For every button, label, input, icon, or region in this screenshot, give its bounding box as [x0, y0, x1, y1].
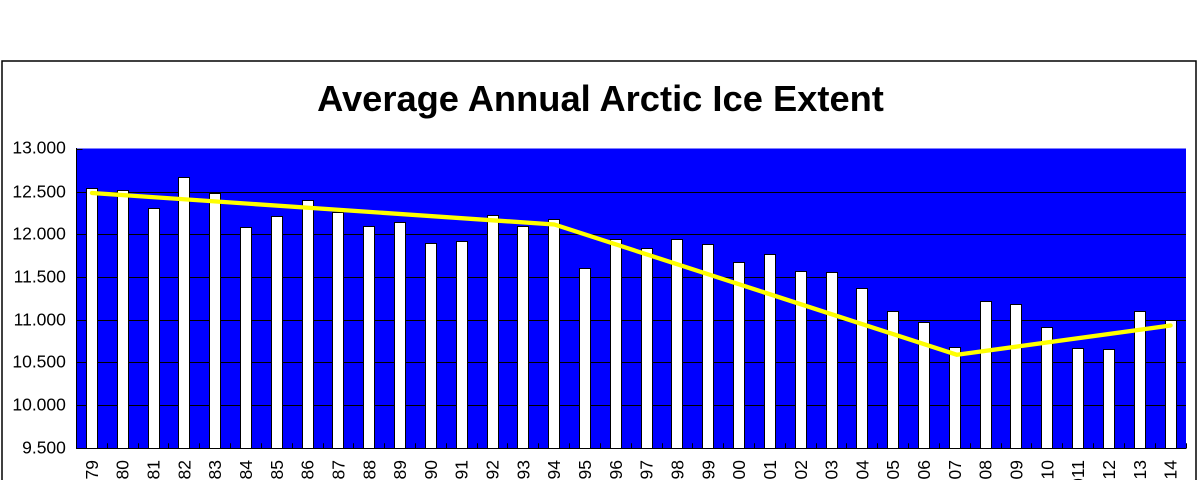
svg-text:Average Annual Arctic Ice Exte: Average Annual Arctic Ice Extent: [317, 78, 884, 119]
svg-text:2006: 2006: [914, 460, 934, 480]
svg-text:2005: 2005: [883, 460, 903, 480]
svg-text:1991: 1991: [452, 460, 472, 480]
svg-text:1994: 1994: [544, 460, 564, 480]
svg-text:1987: 1987: [328, 460, 348, 480]
svg-text:2004: 2004: [852, 460, 872, 480]
svg-text:2009: 2009: [1006, 460, 1026, 480]
svg-text:11.000: 11.000: [14, 310, 66, 330]
svg-text:1990: 1990: [421, 460, 441, 480]
svg-text:2013: 2013: [1130, 460, 1150, 480]
svg-text:1992: 1992: [483, 460, 503, 480]
svg-text:2011: 2011: [1068, 460, 1088, 480]
svg-text:1989: 1989: [390, 460, 410, 480]
svg-text:1996: 1996: [606, 460, 626, 480]
svg-text:2003: 2003: [822, 460, 842, 480]
svg-text:2010: 2010: [1037, 460, 1057, 480]
svg-text:1999: 1999: [698, 460, 718, 480]
svg-text:2014: 2014: [1161, 460, 1181, 480]
svg-text:1982: 1982: [174, 460, 194, 480]
svg-text:1983: 1983: [205, 460, 225, 480]
svg-text:2012: 2012: [1099, 460, 1119, 480]
svg-text:9.500: 9.500: [22, 438, 66, 458]
svg-text:1981: 1981: [144, 460, 164, 480]
svg-text:1995: 1995: [575, 460, 595, 480]
svg-text:1988: 1988: [359, 460, 379, 480]
svg-text:2001: 2001: [760, 460, 780, 480]
svg-text:10.000: 10.000: [12, 395, 66, 415]
svg-text:12.000: 12.000: [12, 224, 66, 244]
svg-text:2008: 2008: [976, 460, 996, 480]
svg-text:1985: 1985: [267, 460, 287, 480]
svg-text:1979: 1979: [82, 460, 102, 480]
svg-text:2000: 2000: [729, 460, 749, 480]
svg-text:2007: 2007: [945, 460, 965, 480]
svg-text:1984: 1984: [236, 460, 256, 480]
svg-text:10.500: 10.500: [12, 352, 66, 372]
svg-text:1986: 1986: [298, 460, 318, 480]
svg-text:1998: 1998: [667, 460, 687, 480]
svg-text:2002: 2002: [791, 460, 811, 480]
svg-text:1997: 1997: [637, 460, 657, 480]
svg-text:11.500: 11.500: [14, 267, 66, 287]
svg-text:13.000: 13.000: [12, 138, 66, 158]
svg-text:1980: 1980: [113, 460, 133, 480]
svg-text:12.500: 12.500: [12, 182, 66, 202]
svg-text:1993: 1993: [513, 460, 533, 480]
